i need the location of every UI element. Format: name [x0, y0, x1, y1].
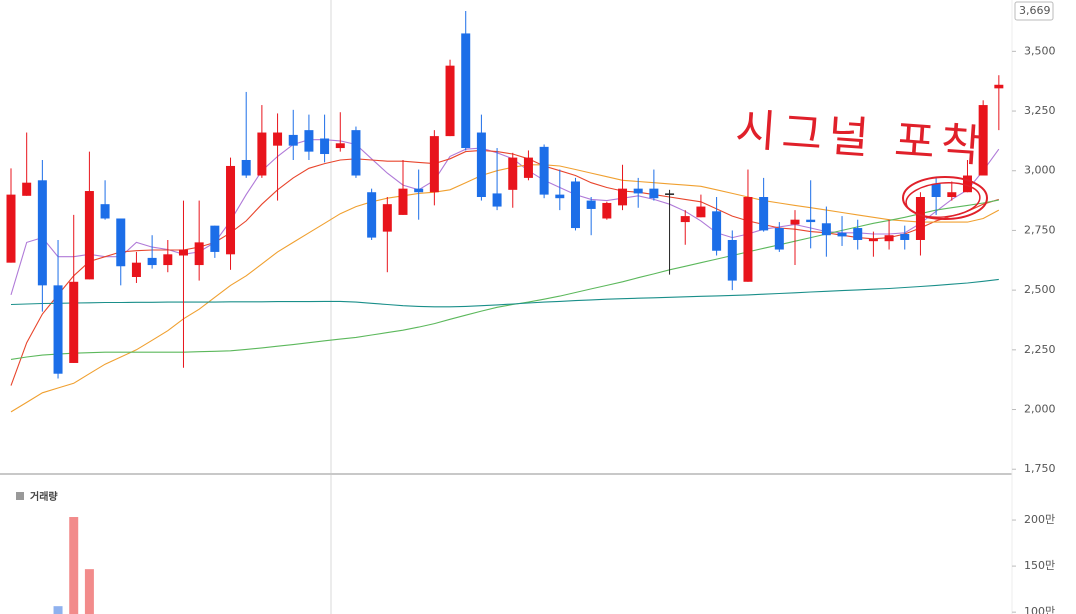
candle-body	[539, 146, 549, 195]
candle-body	[649, 188, 659, 199]
y-tick-label: 3,250	[1024, 104, 1056, 117]
candle-body	[210, 225, 220, 252]
y-tick-label: 3,500	[1024, 44, 1056, 57]
candle-body	[429, 136, 439, 193]
candle-body	[178, 249, 188, 256]
volume-tick-label: 150만	[1024, 559, 1055, 572]
candle-body	[320, 138, 330, 155]
candle-body	[131, 262, 141, 277]
candle-body	[6, 194, 16, 263]
candle-body	[915, 197, 925, 240]
candle-body	[414, 188, 424, 193]
volume-bar	[69, 517, 79, 614]
candle-body	[22, 182, 32, 196]
moving-average	[10, 164, 1000, 413]
candle-body	[680, 216, 690, 223]
candle-body	[304, 130, 314, 152]
candle-body	[602, 202, 612, 219]
annotation-circle	[902, 176, 988, 220]
candle-body	[84, 191, 94, 280]
candle-body	[696, 206, 706, 218]
candle-body	[868, 238, 878, 242]
candle-body	[994, 84, 1004, 89]
candle-body	[570, 181, 580, 229]
high-label-box	[1014, 1, 1054, 21]
high-label: 3,669	[1019, 4, 1051, 17]
marks: 1,750 2,000 2,250 2,500 2,750 3,000 3,250 3,500…	[6, 1, 1056, 614]
candle-body	[790, 219, 800, 225]
candle-body	[837, 232, 847, 237]
moving-average	[10, 149, 999, 386]
candle-body	[492, 193, 502, 207]
annotation-circle	[905, 182, 981, 218]
y-tick-label: 3,000	[1024, 164, 1056, 177]
moving-average	[10, 199, 999, 360]
y-tick-label: 2,250	[1024, 343, 1056, 356]
candle-body	[633, 188, 643, 194]
volume-legend: 거래량	[30, 490, 58, 503]
candle-body	[555, 194, 565, 199]
candle-body	[273, 132, 283, 146]
candle-body	[523, 157, 533, 178]
volume-tick-label: 100만	[1024, 605, 1055, 614]
candle-body	[398, 188, 408, 215]
candle-body	[727, 239, 737, 281]
y-tick-label: 2,000	[1024, 403, 1056, 416]
candle-body	[476, 132, 486, 198]
candle-body	[147, 257, 157, 266]
y-tick-label: 2,500	[1024, 283, 1056, 296]
candle-body	[900, 234, 910, 240]
candle-body	[382, 204, 392, 232]
candle-body	[288, 134, 298, 146]
volume-legend-swatch	[16, 492, 24, 500]
candle-body	[665, 193, 675, 195]
y-tick-label: 1,750	[1024, 462, 1056, 475]
candle-body	[53, 285, 63, 374]
candle-body	[931, 183, 941, 198]
candle-body	[461, 33, 471, 149]
candle-body	[508, 157, 518, 190]
y-tick-label: 2,750	[1024, 223, 1056, 236]
candle-body	[712, 211, 722, 251]
candle-body	[163, 254, 173, 266]
candle-body	[69, 281, 79, 363]
candle-body	[821, 223, 831, 236]
volume-tick-label: 200만	[1024, 513, 1055, 526]
candle-body	[947, 192, 957, 198]
volume-bar	[53, 606, 63, 614]
candle-body	[445, 65, 455, 137]
candle-body	[586, 200, 596, 209]
candle-body	[335, 143, 345, 149]
annotation: 시그널 포착	[734, 104, 989, 172]
candle-body	[774, 228, 784, 250]
candle-body	[351, 130, 361, 176]
candle-body	[806, 219, 816, 223]
candle-body	[194, 242, 204, 266]
candle-body	[37, 180, 47, 286]
candle-body	[241, 159, 251, 176]
moving-average	[10, 278, 999, 308]
candle-body	[743, 197, 753, 282]
candle-body	[100, 204, 110, 219]
candle-body	[618, 188, 628, 206]
candle-body	[116, 218, 126, 267]
candle-body	[226, 165, 236, 255]
candle-body	[367, 192, 377, 238]
candle-body	[853, 228, 863, 240]
candle-body	[978, 105, 988, 176]
candle-body	[759, 197, 769, 231]
candle-body	[884, 235, 894, 242]
volume-bar	[84, 569, 94, 614]
candle-body	[962, 175, 972, 193]
candle-body	[257, 132, 267, 176]
